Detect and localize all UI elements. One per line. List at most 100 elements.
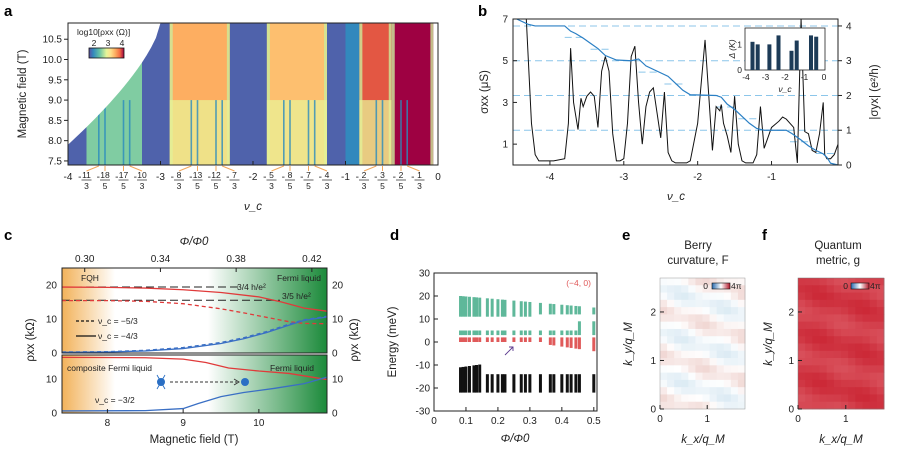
heatmap-cell (848, 307, 856, 315)
inset-bar (789, 50, 794, 70)
heatmap-cell (826, 292, 835, 301)
heatmap-cell (681, 365, 689, 374)
heatmap-cell (737, 314, 746, 323)
heatmap-cell (805, 350, 813, 359)
heatmap-cell (681, 299, 689, 308)
spectrum-point-column (565, 374, 569, 393)
heatmap-cell (869, 299, 878, 308)
heatmap-cell (826, 358, 835, 366)
heatmap-band (142, 23, 161, 165)
spectrum-point-column (503, 337, 507, 342)
heatmap-cell (819, 285, 828, 293)
heatmap-cell (841, 292, 849, 301)
heatmap-cell (723, 321, 732, 330)
fraction-denominator: 3 (232, 181, 237, 191)
panel-c-ylabel-left: ρxx (kΩ) (25, 318, 37, 361)
heatmap-cell (798, 292, 806, 301)
heatmap-cell (862, 336, 871, 344)
inset-x-tick-label: -2 (781, 72, 789, 82)
heatmap-cell (695, 314, 703, 323)
heatmap-cell (855, 321, 863, 330)
spectrum-point-column (461, 366, 465, 393)
heatmap-band-edge (391, 23, 395, 165)
heatmap-cell (709, 365, 718, 374)
heatmap-cell (798, 343, 806, 352)
fraction-numerator: 10 (137, 170, 147, 180)
fraction-denominator: 3 (417, 181, 422, 191)
heatmap-cell (869, 336, 878, 344)
heatmap-cell (798, 350, 806, 359)
heatmap-cell (688, 350, 696, 359)
heatmap-cell (869, 292, 878, 301)
heatmap-cell (695, 299, 703, 308)
panel-label-a: a (4, 3, 13, 20)
spectrum-point-column (523, 337, 527, 342)
heatmap-cell (812, 285, 820, 293)
heatmap-cell (695, 372, 703, 381)
lower-y-tick-label-left: 0 (51, 409, 57, 420)
heatmap-cell (716, 372, 725, 381)
heatmap-cell (681, 314, 689, 323)
heatmap-cell (730, 307, 739, 315)
spectrum-point-column (552, 330, 556, 336)
inset-x-tick-label: 0 (822, 72, 827, 82)
y-tick-label-right: 2 (846, 91, 852, 102)
curve--yx-4-3 (61, 286, 328, 312)
y-tick-label: -10 (416, 361, 431, 372)
heatmap-cell (667, 358, 675, 366)
spectrum-point-column (500, 299, 504, 317)
heatmap-cell (841, 321, 849, 330)
heatmap-cell (660, 285, 668, 293)
heatmap-cell (876, 372, 885, 381)
spectrum-point-column (467, 337, 471, 342)
heatmap-cell (869, 321, 878, 330)
heatmap-cell (841, 307, 849, 315)
spectrum-point-column (577, 321, 581, 336)
heatmap-cell (674, 401, 682, 410)
heatmap-cell (826, 314, 835, 323)
spectrum-point-column (478, 330, 482, 336)
heatmap-cell (681, 321, 689, 330)
heatmap-cell (660, 372, 668, 381)
heatmap-cell (812, 328, 820, 337)
spectrum-point-column (523, 301, 527, 317)
heatmap-cell (681, 394, 689, 403)
heatmap-cell (667, 401, 675, 410)
fraction-denominator: 3 (177, 181, 182, 191)
heatmap-cell (862, 379, 871, 388)
heatmap-cell (833, 350, 842, 359)
heatmap-cell (660, 387, 668, 395)
y-tick-label: 0 (424, 338, 430, 349)
heatmap-cell (862, 328, 871, 337)
heatmap-cell (833, 321, 842, 330)
panel-a-heatmap: 7.58.08.59.09.510.010.5 -4 -3 -2 -1 0- 113- 18… (17, 22, 441, 213)
annotation-composite-fermi-liquid: composite Fermi liquid (67, 363, 152, 373)
spectrum-point-column (500, 330, 504, 336)
spectrum-point-column (459, 330, 463, 336)
spectrum-point-column (472, 297, 476, 317)
spectrum-point-column (528, 337, 532, 342)
heatmap-cell (674, 307, 682, 315)
fraction-numerator: 17 (119, 170, 129, 180)
heatmap-cell (674, 314, 682, 323)
inset-bar (814, 36, 819, 70)
heatmap-cell (826, 379, 835, 388)
spectrum-point-column (577, 306, 581, 315)
heatmap-cell (848, 394, 856, 403)
heatmap-cell (716, 292, 725, 301)
spectrum-point-column (490, 374, 494, 393)
heatmap-cell (855, 328, 863, 337)
heatmap-cell (826, 299, 835, 308)
heatmap-cell (716, 379, 725, 388)
heatmap-cell (723, 401, 732, 410)
heatmap-cell (681, 401, 689, 410)
y-tick-label-right: 0 (846, 161, 852, 172)
heatmap-cell (660, 321, 668, 330)
heatmap-band-edge (169, 23, 173, 165)
heatmap-cell (674, 336, 682, 344)
heatmap-cell (716, 358, 725, 366)
heatmap-cell (841, 401, 849, 410)
heatmap-cell (702, 394, 710, 403)
heatmap-cell (695, 343, 703, 352)
spectrum-point-column (569, 337, 573, 348)
